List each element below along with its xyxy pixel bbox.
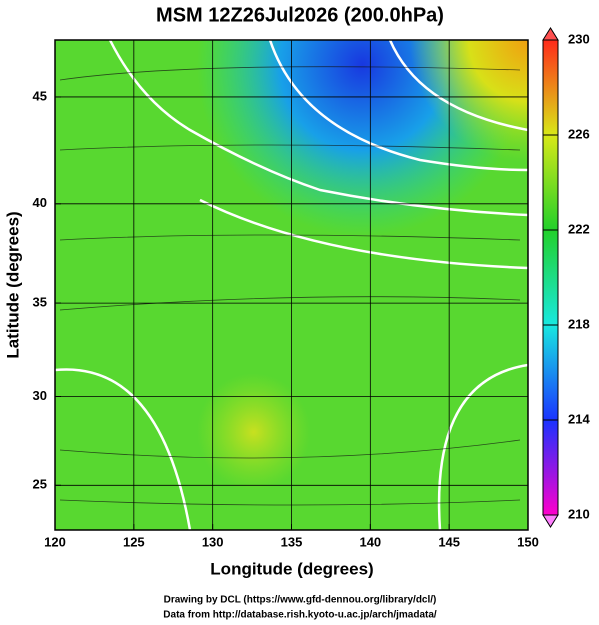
colorbar-tick-label: 218 — [568, 316, 590, 331]
y-tick-label: 25 — [33, 477, 47, 492]
colorbar-max-arrow — [542, 27, 559, 41]
colorbar — [542, 39, 559, 516]
colorbar-tick-label: 226 — [568, 126, 590, 141]
y-tick-label: 30 — [33, 388, 47, 403]
colorbar-min-arrow — [542, 514, 559, 528]
colorbar-tick-label: 230 — [568, 31, 590, 46]
map-title: MSM 12Z26Jul2026 (200.0hPa) — [156, 4, 444, 26]
colorbar-tick-label: 222 — [568, 221, 590, 236]
x-tick-label: 130 — [202, 534, 224, 549]
credit: Data from http://database.rish.kyoto-u.a… — [163, 610, 437, 621]
credit: Drawing by DCL (https://www.gfd-dennou.o… — [164, 595, 437, 606]
y-tick-label: 40 — [33, 195, 47, 210]
colorbar-tick-label: 210 — [568, 506, 590, 521]
x-tick-label: 135 — [281, 534, 303, 549]
x-axis-label: Longitude (degrees) — [210, 559, 373, 578]
colorbar-tick-label: 214 — [568, 411, 590, 426]
x-tick-label: 125 — [123, 534, 145, 549]
y-tick-label: 45 — [33, 88, 47, 103]
x-tick-label: 145 — [438, 534, 460, 549]
x-tick-label: 150 — [517, 534, 539, 549]
y-tick-label: 35 — [33, 295, 47, 310]
y-axis-label: Latitude (degrees) — [3, 211, 22, 358]
x-tick-label: 120 — [44, 534, 66, 549]
x-tick-label: 140 — [359, 534, 381, 549]
